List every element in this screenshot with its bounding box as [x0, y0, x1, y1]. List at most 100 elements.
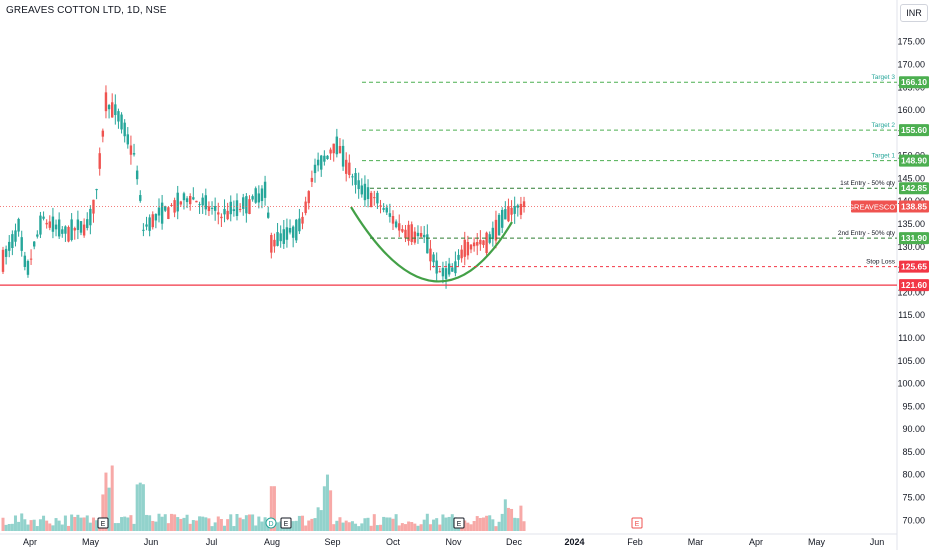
candle-body — [416, 232, 420, 237]
candle-body — [220, 216, 223, 219]
candle-body — [98, 153, 101, 169]
symbol-tag-label: GREAVESCOT — [848, 202, 900, 211]
volume-bar — [369, 525, 373, 531]
candle-body — [201, 197, 204, 206]
candle-body — [238, 209, 242, 211]
level-price-value: 121.60 — [901, 280, 927, 290]
volume-bar — [238, 517, 242, 531]
volume-bar — [466, 522, 470, 531]
candle-body — [267, 212, 270, 218]
volume-bar — [91, 517, 95, 531]
volume-bar — [254, 525, 258, 531]
candle-body — [123, 122, 126, 137]
level-price-tag — [899, 76, 929, 89]
volume-bar — [269, 486, 273, 531]
candle-body — [213, 206, 217, 211]
x-tick-label: 2024 — [564, 537, 584, 547]
candle-body — [107, 105, 111, 110]
candle-body — [285, 227, 289, 240]
volume-bar — [194, 520, 198, 531]
event-marker-label: E — [101, 521, 106, 528]
candle-body — [26, 261, 30, 275]
candle-body — [142, 229, 145, 231]
candle-body — [257, 193, 261, 203]
level-price-value: 166.10 — [901, 77, 927, 87]
volume-bar — [510, 508, 514, 531]
volume-bar — [469, 524, 473, 531]
event-marker — [97, 517, 109, 529]
candle-body — [363, 183, 367, 201]
candle-body — [469, 244, 473, 250]
volume-bar — [160, 516, 164, 531]
volume-bar — [288, 526, 292, 531]
volume-bar — [416, 525, 420, 531]
candle-body — [447, 263, 451, 275]
volume-bar — [70, 514, 74, 531]
y-tick-label: 145.00 — [897, 173, 925, 183]
volume-bar — [141, 484, 145, 531]
candle-body — [148, 217, 151, 231]
volume-bar — [363, 518, 367, 531]
candle-body — [151, 214, 154, 228]
candle-body — [164, 206, 167, 211]
volume-bar — [344, 520, 348, 531]
volume-bar — [307, 520, 311, 531]
volume-bar — [73, 516, 77, 531]
volume-bar — [241, 519, 245, 531]
candle-body — [86, 219, 89, 229]
level-label: Target 3 — [872, 74, 896, 81]
candle-body — [36, 234, 39, 237]
candle-body — [76, 219, 80, 230]
volume-bar — [432, 519, 436, 531]
candle-body — [101, 130, 105, 137]
candle-body — [307, 191, 310, 204]
volume-bar — [394, 514, 398, 531]
candle-body — [341, 145, 345, 167]
candle-body — [426, 234, 429, 254]
volume-bar — [107, 487, 111, 531]
last-price-value: 138.85 — [901, 201, 927, 211]
candle-body — [482, 240, 485, 246]
candle-body — [39, 215, 42, 235]
last-price-tag — [899, 200, 929, 213]
y-tick-label: 115.00 — [898, 310, 925, 320]
currency-button[interactable]: INR — [900, 4, 928, 22]
volume-bar — [185, 514, 189, 531]
volume-bar — [79, 517, 83, 531]
candle-body — [323, 155, 326, 162]
volume-bar — [263, 517, 267, 531]
candle-body — [485, 232, 488, 254]
volume-bar — [350, 521, 354, 531]
volume-bar — [98, 526, 102, 531]
candle-body — [67, 226, 70, 242]
candle-body — [270, 235, 273, 253]
candle-body — [351, 176, 354, 178]
candle-body — [117, 111, 120, 122]
volume-bar — [372, 514, 376, 531]
volume-bar — [76, 514, 80, 531]
volume-bar — [235, 514, 239, 531]
x-tick-label: May — [82, 537, 100, 547]
level-price-tag — [899, 279, 929, 292]
volume-bar — [116, 523, 120, 531]
candle-body — [288, 227, 292, 233]
volume-bar — [385, 517, 389, 531]
volume-bar — [60, 524, 64, 531]
volume-bar — [23, 519, 27, 531]
event-marker-label: E — [457, 521, 462, 528]
candle-body — [516, 205, 519, 208]
candle-body — [185, 198, 189, 203]
y-tick-label: 70.00 — [902, 515, 925, 525]
event-marker — [631, 517, 643, 529]
volume-bar — [48, 523, 52, 531]
volume-bar — [45, 520, 49, 531]
candle-body — [48, 221, 51, 228]
candle-body — [182, 193, 186, 201]
candle-body — [335, 136, 339, 155]
candle-body — [429, 248, 432, 262]
candle-body — [145, 224, 148, 227]
volume-bar — [301, 515, 305, 531]
x-tick-label: Aug — [264, 537, 280, 547]
y-tick-label: 135.00 — [897, 219, 925, 229]
